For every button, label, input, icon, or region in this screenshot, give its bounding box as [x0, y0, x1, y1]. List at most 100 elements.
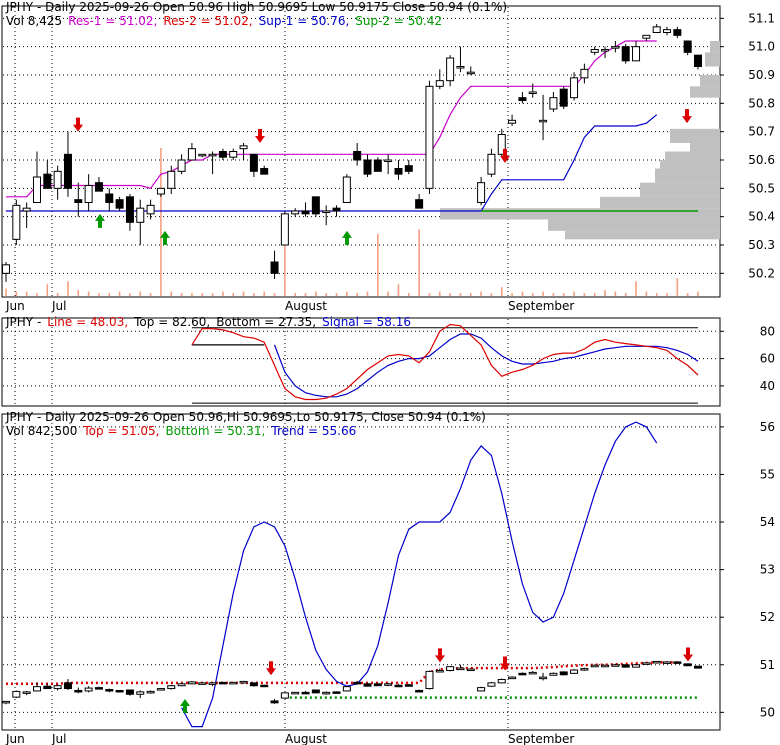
candle-body [528, 91, 537, 94]
volume-profile-bar [705, 52, 720, 67]
volume-bar [562, 293, 565, 296]
volume-bar [139, 291, 142, 296]
x-label-jul-trend: Jul [51, 732, 66, 745]
trend-buy-arrow [180, 699, 190, 714]
trend-price-body [156, 688, 165, 691]
candle-body [384, 159, 393, 162]
price-legend-part: Res-1 = 51.02, [68, 14, 157, 28]
candle-body [477, 182, 486, 204]
volume-bar [573, 291, 575, 296]
volume-bar [46, 284, 49, 296]
volume-bar [201, 293, 204, 296]
volume-profile-bar [440, 208, 720, 220]
candle-body [94, 182, 103, 192]
trend-price-body [683, 663, 692, 667]
trend-price-body [518, 672, 527, 676]
candle-body [456, 66, 465, 69]
price-panel [2, 7, 720, 296]
candle-body [632, 46, 641, 62]
price-axis-tick-label: 50.7 [748, 125, 775, 139]
candle-body [105, 193, 114, 203]
trend-price-body [136, 691, 145, 695]
volume-bar [408, 293, 410, 296]
volume-bar [87, 291, 90, 296]
volume-bar [273, 293, 276, 296]
volume-bar [191, 293, 193, 296]
volume-bar [118, 291, 121, 296]
volume-bar [666, 293, 668, 296]
volume-bar [180, 293, 183, 296]
trend-legend-part: Vol 842,500 [6, 424, 77, 438]
trend-price-body [291, 691, 300, 695]
trend-price-body [363, 683, 372, 687]
trend-price-body [167, 685, 176, 690]
stoch-line [191, 323, 699, 401]
price-axis-tick-label: 51.0 [748, 40, 775, 54]
candle-body [425, 85, 434, 189]
trend-price-body [694, 665, 702, 669]
price-legend-part: Sup-2 = 50.42 [355, 14, 442, 28]
trend-legend: Vol 842,500 Top = 51.05, Bottom = 50.31, Tr… [6, 424, 356, 438]
volume-bar [325, 293, 327, 296]
trend-price-body [146, 690, 155, 694]
trend-price-body [322, 691, 331, 695]
trend-price-body [539, 676, 548, 680]
volume-profile-bar [665, 151, 720, 160]
stoch-legend-part: Top = 82.60, [133, 315, 210, 329]
trend-sell-arrow [500, 656, 510, 671]
trend-price-body [332, 691, 341, 694]
candle-body [229, 151, 238, 158]
x-label-august-price: August [285, 299, 327, 313]
stoch-axis-tick-label: 80 [760, 324, 775, 338]
volume-bar [686, 293, 689, 296]
candle-body [2, 264, 10, 274]
volume-bar [469, 293, 472, 296]
candle-body [218, 151, 227, 158]
trend-price-body [497, 679, 506, 684]
candle-body [394, 168, 403, 175]
candle-body [435, 80, 444, 87]
candle-body [74, 199, 83, 204]
candle-body [694, 54, 702, 68]
stoch-signal-line [273, 333, 699, 398]
sell-arrow [500, 148, 510, 163]
trend-price-body [404, 684, 413, 687]
candle-body [497, 134, 506, 155]
volume-bar [222, 291, 224, 296]
trend-price-body [601, 664, 610, 668]
volume-bar [449, 293, 451, 296]
volume-profile-bar [690, 86, 720, 98]
volume-bar [253, 293, 255, 296]
sell-arrow [682, 109, 692, 124]
price-axis-tick-label: 50.8 [748, 96, 775, 110]
volume-bar [304, 293, 307, 296]
trend-axis-tick-label: 55 [760, 467, 775, 481]
trend-price-body [559, 671, 568, 676]
volume-profile-bar [700, 75, 720, 87]
candle-body [249, 153, 258, 172]
candle-body [311, 196, 320, 215]
stoch-axis-tick-label: 40 [760, 379, 775, 393]
stochastic-panel [3, 319, 719, 405]
price-axis-tick-label: 50.3 [748, 238, 775, 252]
trend-panel [2, 415, 719, 729]
x-label-september-trend: September [508, 732, 574, 745]
candle-body [601, 49, 610, 52]
candle-body [404, 165, 413, 172]
candle-body [53, 170, 62, 189]
trend-price-body [63, 682, 72, 690]
candle-body [363, 159, 372, 175]
price-axis-tick-label: 50.9 [748, 68, 775, 82]
candle-body [198, 153, 207, 157]
trend-legend-part: Trend = 55.66 [270, 424, 356, 438]
candle-body [466, 71, 475, 75]
volume-bar [129, 293, 131, 296]
trend-top-line [6, 661, 678, 686]
volume-profile-bar [640, 182, 720, 197]
candle-body [322, 210, 331, 213]
candle-body [12, 204, 21, 240]
volume-bar [480, 291, 482, 296]
trend-price-body [456, 667, 465, 671]
trend-panel-frame [1, 413, 721, 731]
trend-price-body [249, 682, 258, 687]
